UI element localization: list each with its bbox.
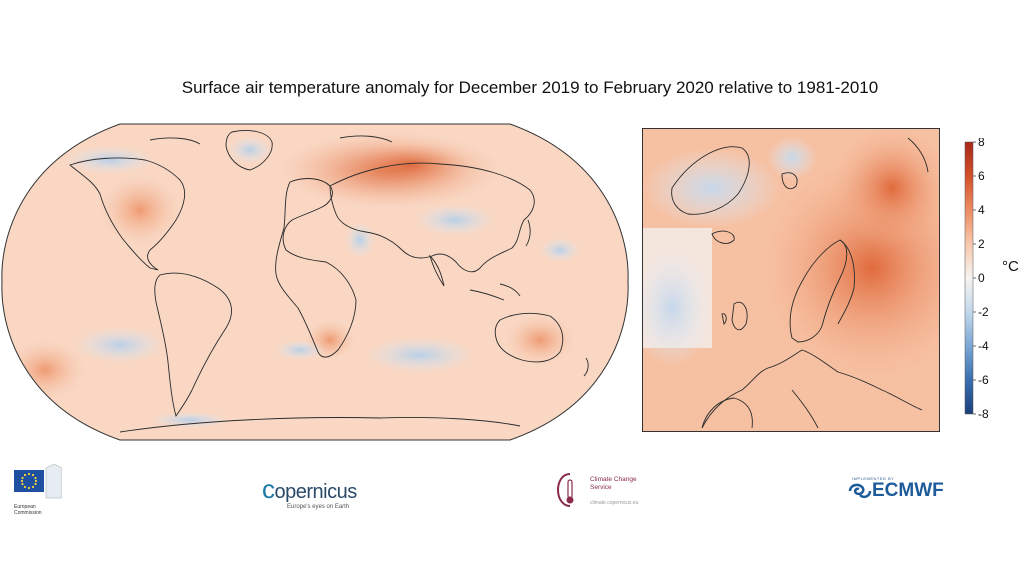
colorbar-tick-label: 4 [978, 203, 985, 217]
eu-logo-text: European Commission [14, 504, 42, 516]
logo-strip: European Commission copernicus Europe's … [0, 460, 1024, 530]
ecmwf-logo-text: ECMWF [872, 480, 944, 501]
copernicus-tagline: Europe's eyes on Earth [287, 504, 350, 510]
colorbar-tick-label: 2 [978, 237, 985, 251]
map-title: Surface air temperature anomaly for Dece… [181, 78, 879, 97]
ecmwf-implemented-by: IMPLEMENTED BY [852, 476, 895, 481]
colorbar-tick-label: 8 [978, 138, 985, 149]
colorbar-tick-label: -2 [978, 305, 989, 319]
colorbar-tick-label: 0 [978, 271, 985, 285]
colorbar-tick-label: 6 [978, 169, 985, 183]
copernicus-logo: copernicus [262, 474, 357, 504]
europe-anomaly-map [642, 128, 940, 432]
c3s-name: Climate Change Service [590, 476, 637, 491]
colorbar-unit: °C [1002, 258, 1019, 275]
c3s-url: climate.copernicus.eu [590, 500, 639, 506]
colorbar-gradient [964, 141, 974, 415]
world-anomaly-map [1, 123, 629, 441]
colorbar-tick-label: -6 [978, 373, 989, 387]
colorbar-tick-label: -8 [978, 407, 989, 418]
colorbar: 8 6 4 2 0 -2 -4 -6 -8 [964, 138, 989, 418]
colorbar-tick-label: -4 [978, 339, 989, 353]
eu-flag-icon [14, 464, 62, 499]
ecmwf-swirl-icon [848, 483, 872, 499]
c3s-thermometer-icon [556, 473, 574, 507]
